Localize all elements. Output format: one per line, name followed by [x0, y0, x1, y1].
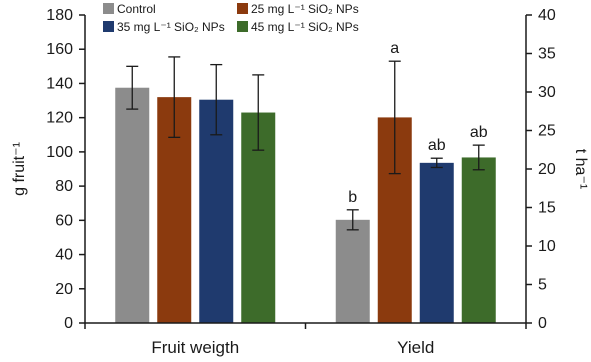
error-bar [346, 209, 359, 231]
bar [335, 219, 370, 323]
right-tick-label: 35 [538, 46, 556, 63]
right-tick-label: 20 [538, 161, 556, 178]
legend-swatch [103, 3, 114, 14]
axes-group [84, 15, 527, 324]
right-axis-title: t ha⁻¹ [572, 149, 589, 189]
significance-label: a [390, 40, 399, 57]
significance-label: ab [470, 124, 488, 141]
bars-group [115, 87, 496, 324]
right-tick-label: 5 [538, 277, 547, 294]
category-labels-group: Fruit weigth Yield [84, 323, 527, 357]
error-bar [252, 74, 265, 151]
right-tick-label: 30 [538, 84, 556, 101]
category-label: Yield [397, 338, 434, 357]
right-tick-label: 40 [538, 7, 556, 24]
legend-label: Control [117, 2, 156, 16]
left-tick-label: 160 [46, 41, 73, 58]
legend-label: 25 mg L⁻¹ SiO₂ NPs [251, 2, 359, 16]
legend-label: 45 mg L⁻¹ SiO₂ NPs [251, 20, 359, 34]
significance-label: ab [428, 137, 446, 154]
right-ticks-group: 0 5 10 15 20 25 30 35 40 [526, 7, 556, 332]
left-tick-label: 20 [55, 281, 73, 298]
error-bar [388, 60, 401, 175]
legend-swatch [237, 3, 248, 14]
left-tick-label: 60 [55, 212, 73, 229]
right-tick-label: 10 [538, 238, 556, 255]
category-label: Fruit weigth [151, 338, 239, 357]
error-bars-group [126, 56, 485, 231]
right-tick-label: 25 [538, 123, 556, 140]
left-tick-label: 180 [46, 7, 73, 24]
significance-label: b [348, 189, 357, 206]
left-tick-label: 80 [55, 178, 73, 195]
left-tick-label: 120 [46, 110, 73, 127]
error-bar [430, 157, 443, 169]
bar [199, 99, 234, 323]
right-tick-label: 15 [538, 200, 556, 217]
legend-swatch [237, 21, 248, 32]
bar [115, 87, 150, 323]
left-tick-label: 100 [46, 144, 73, 161]
bar [419, 162, 454, 323]
bar [461, 157, 496, 323]
error-bar [210, 63, 223, 136]
significance-labels-group: b a ab ab [348, 40, 487, 206]
right-tick-label: 0 [538, 315, 547, 332]
legend-swatch [103, 21, 114, 32]
left-axis-title: g fruit⁻¹ [11, 142, 28, 196]
legend-label: 35 mg L⁻¹ SiO₂ NPs [117, 20, 225, 34]
left-ticks-group: 0 20 40 60 80 100 120 140 160 180 [46, 7, 85, 332]
error-bar [472, 144, 485, 171]
left-tick-label: 40 [55, 247, 73, 264]
error-bar [168, 56, 181, 138]
left-tick-label: 0 [64, 315, 73, 332]
error-bar [126, 65, 139, 110]
legend: Control 25 mg L⁻¹ SiO₂ NPs 35 mg L⁻¹ SiO₂ … [103, 2, 359, 34]
left-tick-label: 140 [46, 75, 73, 92]
